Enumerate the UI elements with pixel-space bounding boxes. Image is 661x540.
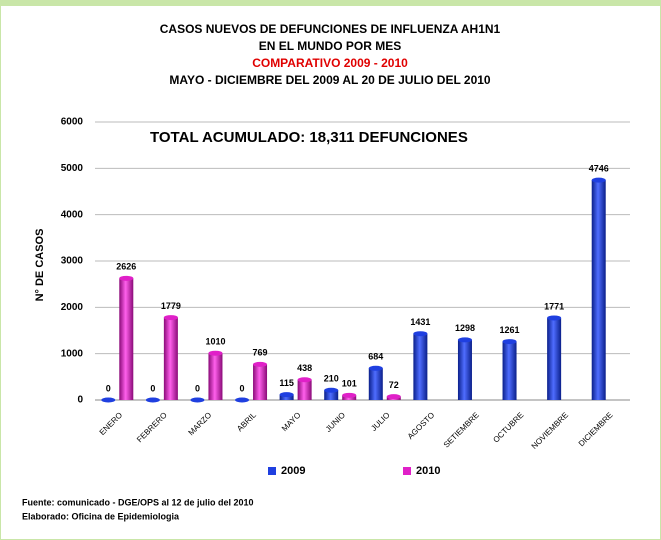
chart-title: CASOS NUEVOS DE DEFUNCIONES DE INFLUENZA… [160,22,501,36]
bar [547,317,562,400]
x-tick-label: SETIEMBRE [442,411,481,450]
bar-cap [190,397,205,403]
data-label: 684 [368,352,383,362]
bar [297,379,312,400]
chart-title: EN EL MUNDO POR MES [259,39,401,53]
bar-cap [297,377,312,383]
top-band [0,0,661,6]
x-tick-label: MAYO [280,411,303,434]
bar-cap [101,397,116,403]
x-tick-label: OCTUBRE [491,411,525,445]
y-tick-label: 1000 [61,348,84,359]
data-label: 1771 [544,301,564,311]
y-tick-label: 4000 [61,209,84,220]
data-label: 72 [389,380,399,390]
data-label: 0 [195,383,200,393]
x-tick-label: FEBRERO [135,411,169,445]
x-tick-label: ABRIL [235,410,258,433]
bar-cap [163,315,178,321]
data-label: 115 [279,378,294,388]
bar-cap [547,315,562,321]
x-tick-label: DICIEMBRE [577,411,615,449]
y-tick-label: 6000 [61,117,84,128]
data-label: 4746 [589,163,609,173]
bar [119,278,134,400]
bar [457,339,472,400]
data-label: 1779 [161,301,181,311]
bar-cap [591,177,606,183]
bar-cap [413,331,428,337]
legend-label: 2009 [281,465,305,477]
y-tick-label: 0 [77,395,83,406]
bar-cap [457,337,472,343]
footer: Elaborado: Oficina de Epidemiologia [22,511,180,521]
y-tick-label: 2000 [61,302,84,313]
legend-swatch [268,467,276,475]
data-label: 438 [297,363,312,373]
bar-cap [342,392,357,398]
bar-cap [119,275,134,281]
data-label: 0 [240,383,245,393]
bar [502,341,517,400]
chart-subtitle: COMPARATIVO 2009 - 2010 [252,56,408,70]
y-tick-label: 3000 [61,256,84,267]
bar [208,353,223,400]
bar-cap [208,350,223,356]
data-label: 101 [342,379,357,389]
x-tick-label: JULIO [369,411,391,433]
footer: Fuente: comunicado - DGE/OPS al 12 de ju… [22,497,254,507]
bar-cap [235,397,250,403]
bar-cap [145,397,160,403]
y-axis-label: N° DE CASOS [34,229,46,302]
data-label: 1010 [205,337,225,347]
annotation: TOTAL ACUMULADO: 18,311 DEFUNCIONES [150,129,468,146]
chart-period: MAYO - DICIEMBRE DEL 2009 AL 20 DE JULIO… [169,73,491,87]
x-tick-label: AGOSTO [406,411,436,441]
bar-cap [386,394,401,400]
bar-cap [324,387,339,393]
bar-cap [253,361,268,367]
x-tick-label: ENERO [98,411,124,437]
bar [163,317,178,400]
data-label: 210 [324,374,339,384]
x-tick-label: JUNIO [324,411,347,434]
bar [368,368,383,400]
x-tick-label: MARZO [187,411,214,438]
data-label: 1431 [410,317,430,327]
data-label: 0 [150,383,155,393]
bar [279,394,294,400]
bar-cap [279,392,294,398]
bar [413,333,428,400]
bar [253,364,268,400]
bar-cap [502,339,517,345]
data-label: 0 [106,383,111,393]
data-label: 1298 [455,323,475,333]
legend-swatch [403,467,411,475]
bar [324,390,339,400]
data-label: 769 [253,348,268,358]
data-label: 1261 [500,325,520,335]
bar-cap [368,365,383,371]
x-tick-label: NOVIEMBRE [530,411,570,451]
y-tick-label: 5000 [61,163,84,174]
bar [591,180,606,400]
data-label: 2626 [116,262,136,272]
legend-label: 2010 [416,465,440,477]
